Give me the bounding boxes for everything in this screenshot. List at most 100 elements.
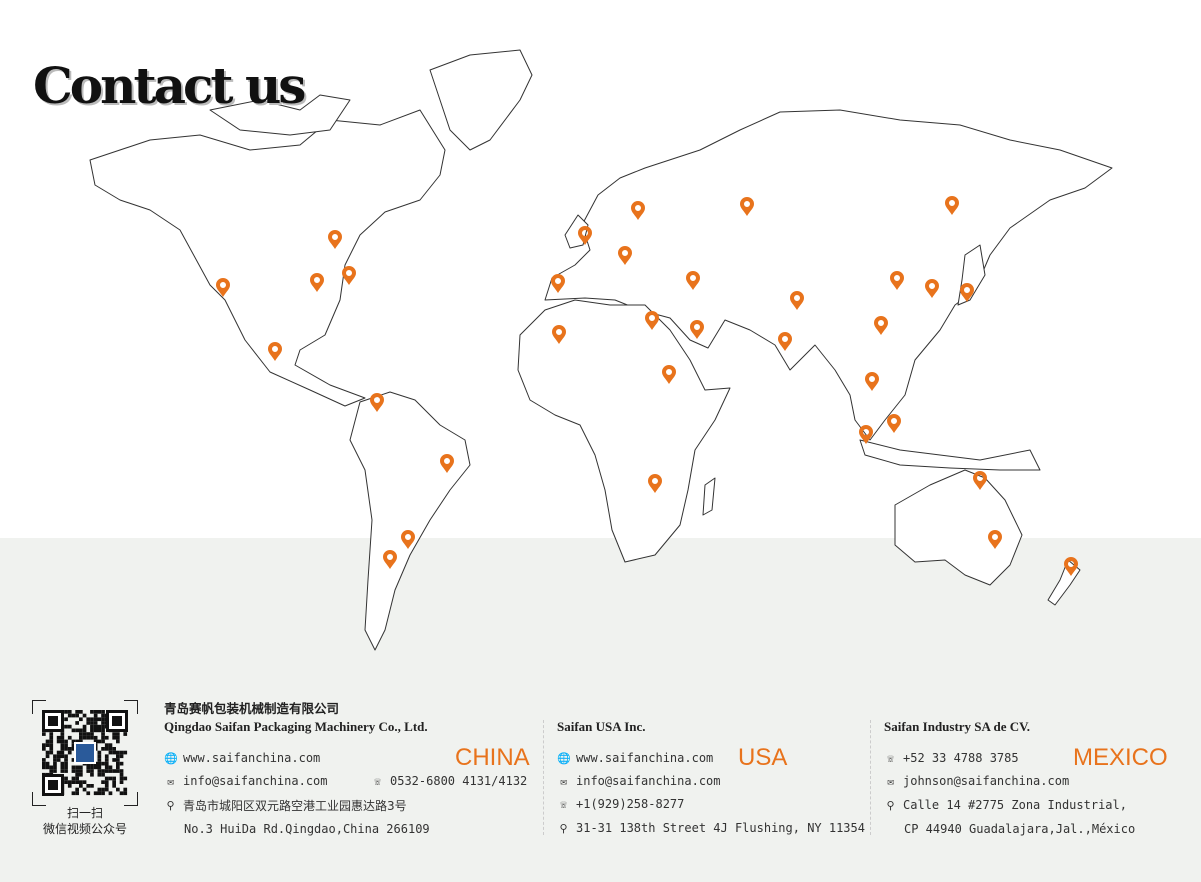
qr-module (116, 739, 120, 744)
qr-module (112, 732, 116, 736)
qr-module (119, 754, 124, 759)
phone-icon: ☏ (887, 751, 894, 765)
qr-finder (48, 716, 58, 726)
map-pin-icon[interactable] (1064, 557, 1078, 576)
qr-module (119, 772, 124, 777)
map-pin-icon[interactable] (440, 454, 454, 473)
qr-module (49, 739, 54, 744)
map-pin-icon[interactable] (216, 278, 230, 297)
qr-module (104, 761, 109, 766)
qr-module (97, 787, 102, 792)
map-pin-icon[interactable] (859, 425, 873, 444)
qr-module (108, 743, 113, 747)
qr-module (75, 791, 79, 796)
qr-module (104, 735, 109, 740)
continent-africa (517, 299, 731, 563)
qr-module (82, 735, 87, 740)
qr-module (123, 776, 128, 781)
qr-module (112, 758, 116, 762)
map-pin-icon[interactable] (552, 325, 566, 344)
map-pin-icon[interactable] (890, 271, 904, 290)
qr-module (116, 758, 120, 762)
qr-module (75, 710, 79, 714)
map-pin-icon[interactable] (342, 266, 356, 285)
qr-module (86, 769, 91, 773)
map-pin-icon[interactable] (973, 471, 987, 490)
qr-module (93, 728, 98, 733)
phone-icon: ☏ (374, 774, 381, 788)
qr-module (101, 780, 105, 784)
map-pin-icon[interactable] (310, 273, 324, 292)
map-pin-icon[interactable] (401, 530, 415, 549)
china-website[interactable]: www.saifanchina.com (183, 751, 321, 765)
qr-module (112, 750, 116, 755)
map-pin-icon[interactable] (988, 530, 1002, 549)
qr-module (101, 710, 105, 714)
map-pin-icon[interactable] (865, 372, 879, 391)
qr-module (123, 791, 128, 796)
location-icon: ⚲ (886, 798, 895, 812)
qr-module (45, 743, 50, 747)
map-pin-icon[interactable] (686, 271, 700, 290)
qr-module (53, 761, 57, 766)
qr-module (97, 728, 102, 733)
qr-module (60, 747, 65, 751)
qr-module (67, 713, 72, 718)
map-pin-icon[interactable] (370, 393, 384, 412)
continent-north-america (89, 109, 446, 407)
map-pin-icon[interactable] (328, 230, 342, 249)
qr-module (49, 769, 54, 773)
qr-module (60, 735, 65, 740)
map-pin-icon[interactable] (631, 201, 645, 220)
map-pin-icon[interactable] (778, 332, 792, 351)
qr-module (101, 717, 105, 722)
map-pin-icon[interactable] (662, 365, 676, 384)
map-pin-icon[interactable] (790, 291, 804, 310)
qr-module (93, 717, 98, 722)
qr-module (101, 787, 105, 792)
map-pin-icon[interactable] (887, 414, 901, 433)
qr-module (97, 761, 102, 766)
map-pin-icon[interactable] (960, 283, 974, 302)
qr-module (104, 758, 109, 762)
map-pin-icon[interactable] (740, 197, 754, 216)
mexico-email[interactable]: johnson@saifanchina.com (903, 774, 1070, 788)
qr-module (64, 769, 68, 773)
qr-module (67, 784, 72, 788)
qr-module (64, 758, 68, 762)
qr-module (71, 713, 76, 718)
qr-module (64, 776, 68, 781)
qr-module (42, 761, 46, 766)
qr-module (93, 735, 98, 740)
qr-module (101, 735, 105, 740)
map-pin-icon[interactable] (578, 226, 592, 245)
world-map (89, 49, 1113, 651)
map-pin-icon[interactable] (551, 274, 565, 293)
qr-code[interactable] (31, 699, 139, 807)
map-pin-icon[interactable] (645, 311, 659, 330)
qr-module (71, 776, 76, 781)
qr-module (49, 765, 54, 770)
map-pin-icon[interactable] (648, 474, 662, 493)
map-pin-icon[interactable] (945, 196, 959, 215)
qr-module (86, 784, 91, 788)
usa-email[interactable]: info@saifanchina.com (576, 774, 721, 788)
map-pin-icon[interactable] (618, 246, 632, 265)
continent-australia (894, 469, 1023, 586)
qr-module (112, 769, 116, 773)
qr-module (93, 739, 98, 744)
china-email[interactable]: info@saifanchina.com (183, 774, 328, 788)
globe-icon: 🌐 (164, 751, 178, 765)
map-pin-icon[interactable] (925, 279, 939, 298)
qr-module (123, 732, 128, 736)
usa-phone: +1(929)258-8277 (576, 797, 685, 811)
qr-module (71, 791, 76, 796)
map-pin-icon[interactable] (690, 320, 704, 339)
usa-website[interactable]: www.saifanchina.com (576, 751, 714, 765)
map-pin-icon[interactable] (383, 550, 397, 569)
qr-module (71, 780, 76, 784)
qr-module (90, 784, 94, 788)
map-pin-icon[interactable] (874, 316, 888, 335)
map-pin-icon[interactable] (268, 342, 282, 361)
qr-module (90, 732, 94, 736)
